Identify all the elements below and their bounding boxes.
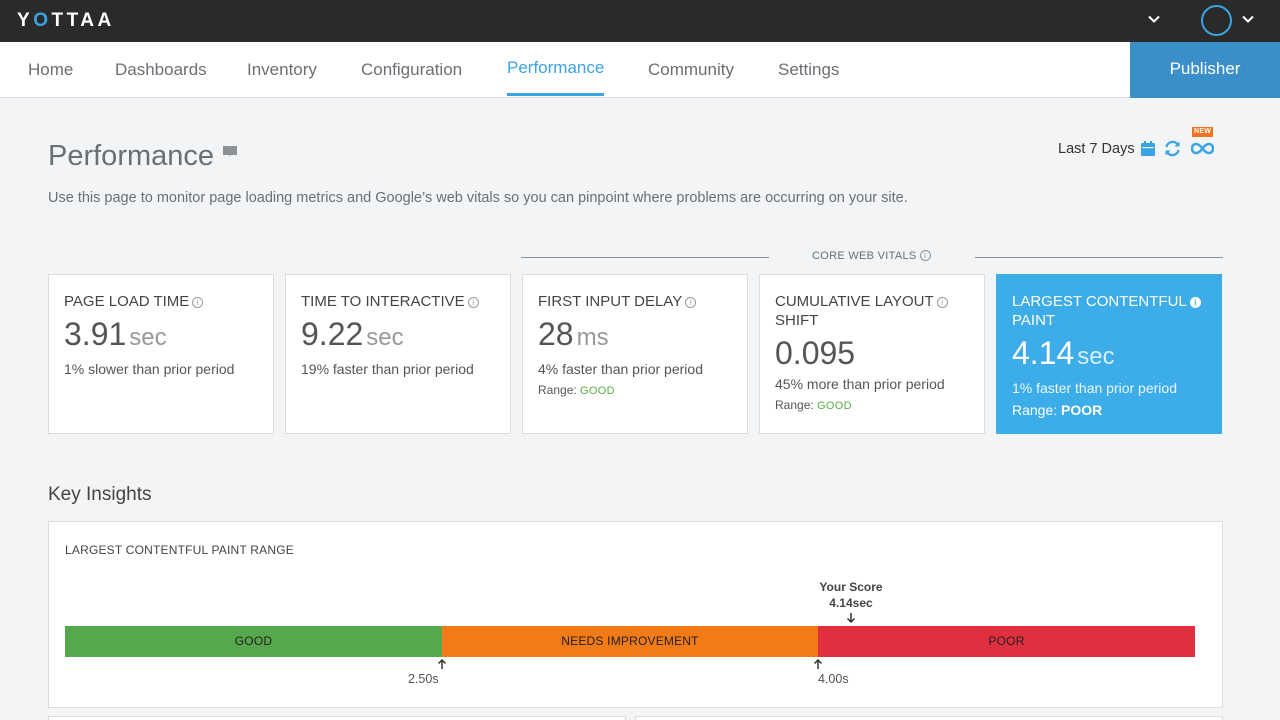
metric-range: Range: POOR — [1012, 402, 1103, 418]
bottom-panel-left — [48, 716, 626, 720]
metric-delta: 19% faster than prior period — [301, 361, 474, 377]
range-status-good: GOOD — [580, 385, 615, 397]
page-title: Performance — [48, 140, 215, 172]
metric-value: 28 ms — [538, 316, 609, 352]
main-nav: Home Dashboards Inventory Configuration … — [0, 42, 1280, 98]
publisher-button[interactable]: Publisher — [1130, 42, 1280, 98]
metric-range: Range: GOOD — [775, 398, 852, 412]
metric-value: 0.095 — [775, 335, 856, 371]
metric-card-page-load-time[interactable]: PAGE LOAD TIME i 3.91 sec 1% slower than p… — [48, 274, 274, 434]
nav-item-configuration[interactable]: Configuration — [361, 60, 463, 79]
info-icon[interactable]: i — [685, 297, 697, 308]
info-icon[interactable]: i — [936, 297, 948, 308]
card-title: CUMULATIVE LAYOUT i SHIFT — [775, 293, 969, 330]
threshold-label-good: 2.50s — [408, 672, 439, 686]
range-status-poor: POOR — [1061, 402, 1103, 418]
chevron-down-icon[interactable] — [1147, 12, 1161, 26]
panel-label: LARGEST CONTENTFUL PAINT RANGE — [65, 543, 294, 557]
arrow-down-icon — [845, 611, 857, 624]
metric-delta: 1% slower than prior period — [64, 361, 235, 377]
metric-value: 4.14 sec — [1012, 335, 1115, 371]
card-title: FIRST INPUT DELAY i — [538, 293, 732, 330]
metric-range: Range: GOOD — [538, 383, 615, 397]
nav-item-inventory[interactable]: Inventory — [247, 60, 317, 79]
metric-delta: 1% faster than prior period — [1012, 380, 1177, 396]
card-title: TIME TO INTERACTIVE i — [301, 293, 495, 330]
nav-item-performance[interactable]: Performance — [507, 58, 605, 96]
range-segment-good: GOOD — [65, 626, 442, 657]
lcp-range-panel: LARGEST CONTENTFUL PAINT RANGE Your Scor… — [48, 521, 1223, 708]
metric-delta: 4% faster than prior period — [538, 361, 703, 377]
top-bar: YOTTAA — [0, 0, 1280, 42]
key-insights-title: Key Insights — [48, 484, 152, 505]
your-score-label: Your Score 4.14sec — [819, 580, 883, 610]
arrow-up-icon — [436, 657, 448, 669]
refresh-icon[interactable] — [1163, 139, 1182, 158]
core-web-vitals-label: CORE WEB VITALS i — [812, 250, 931, 262]
info-icon[interactable]: i — [1189, 297, 1201, 308]
infinity-icon[interactable] — [1190, 140, 1215, 157]
divider — [521, 257, 769, 258]
arrow-up-icon — [812, 657, 824, 669]
range-status-good: GOOD — [817, 400, 852, 412]
page-description: Use this page to monitor page loading me… — [48, 190, 908, 206]
metric-card-largest-contentful-paint[interactable]: LARGEST CONTENTFUL i PAINT 4.14 sec 1% fast… — [996, 274, 1222, 434]
card-title: PAGE LOAD TIME i — [64, 293, 258, 330]
info-icon[interactable]: i — [467, 297, 479, 308]
book-icon[interactable] — [222, 144, 238, 156]
info-icon[interactable]: i — [192, 297, 204, 308]
date-range-selector[interactable]: Last 7 Days — [1058, 141, 1135, 157]
card-title: LARGEST CONTENTFUL i PAINT — [1012, 293, 1206, 330]
info-icon[interactable]: i — [919, 250, 931, 261]
calendar-icon[interactable] — [1140, 140, 1156, 157]
metric-card-first-input-delay[interactable]: FIRST INPUT DELAY i 28 ms 4% faster than p… — [522, 274, 748, 434]
range-segment-poor: POOR — [818, 626, 1195, 657]
new-badge: NEW — [1192, 127, 1214, 137]
threshold-label-poor: 4.00s — [818, 672, 849, 686]
nav-item-settings[interactable]: Settings — [778, 60, 840, 79]
metric-value: 3.91 sec — [64, 316, 167, 352]
range-segment-needs-improvement: NEEDS IMPROVEMENT — [442, 626, 818, 657]
metric-card-time-to-interactive[interactable]: TIME TO INTERACTIVE i 9.22 sec 19% faster … — [285, 274, 511, 434]
yottaa-logo[interactable]: YOTTAA — [17, 10, 115, 31]
nav-item-dashboards[interactable]: Dashboards — [115, 60, 207, 79]
account-chevron-down-icon[interactable] — [1241, 12, 1255, 26]
divider — [975, 257, 1223, 258]
metric-delta: 45% more than prior period — [775, 376, 945, 392]
bottom-panel-right — [635, 716, 1223, 720]
metric-card-cumulative-layout-shift[interactable]: CUMULATIVE LAYOUT i SHIFT 0.095 45% more t… — [759, 274, 985, 434]
nav-item-community[interactable]: Community — [648, 60, 734, 79]
metric-value: 9.22 sec — [301, 316, 404, 352]
nav-item-home[interactable]: Home — [28, 60, 74, 79]
avatar[interactable] — [1201, 5, 1232, 36]
